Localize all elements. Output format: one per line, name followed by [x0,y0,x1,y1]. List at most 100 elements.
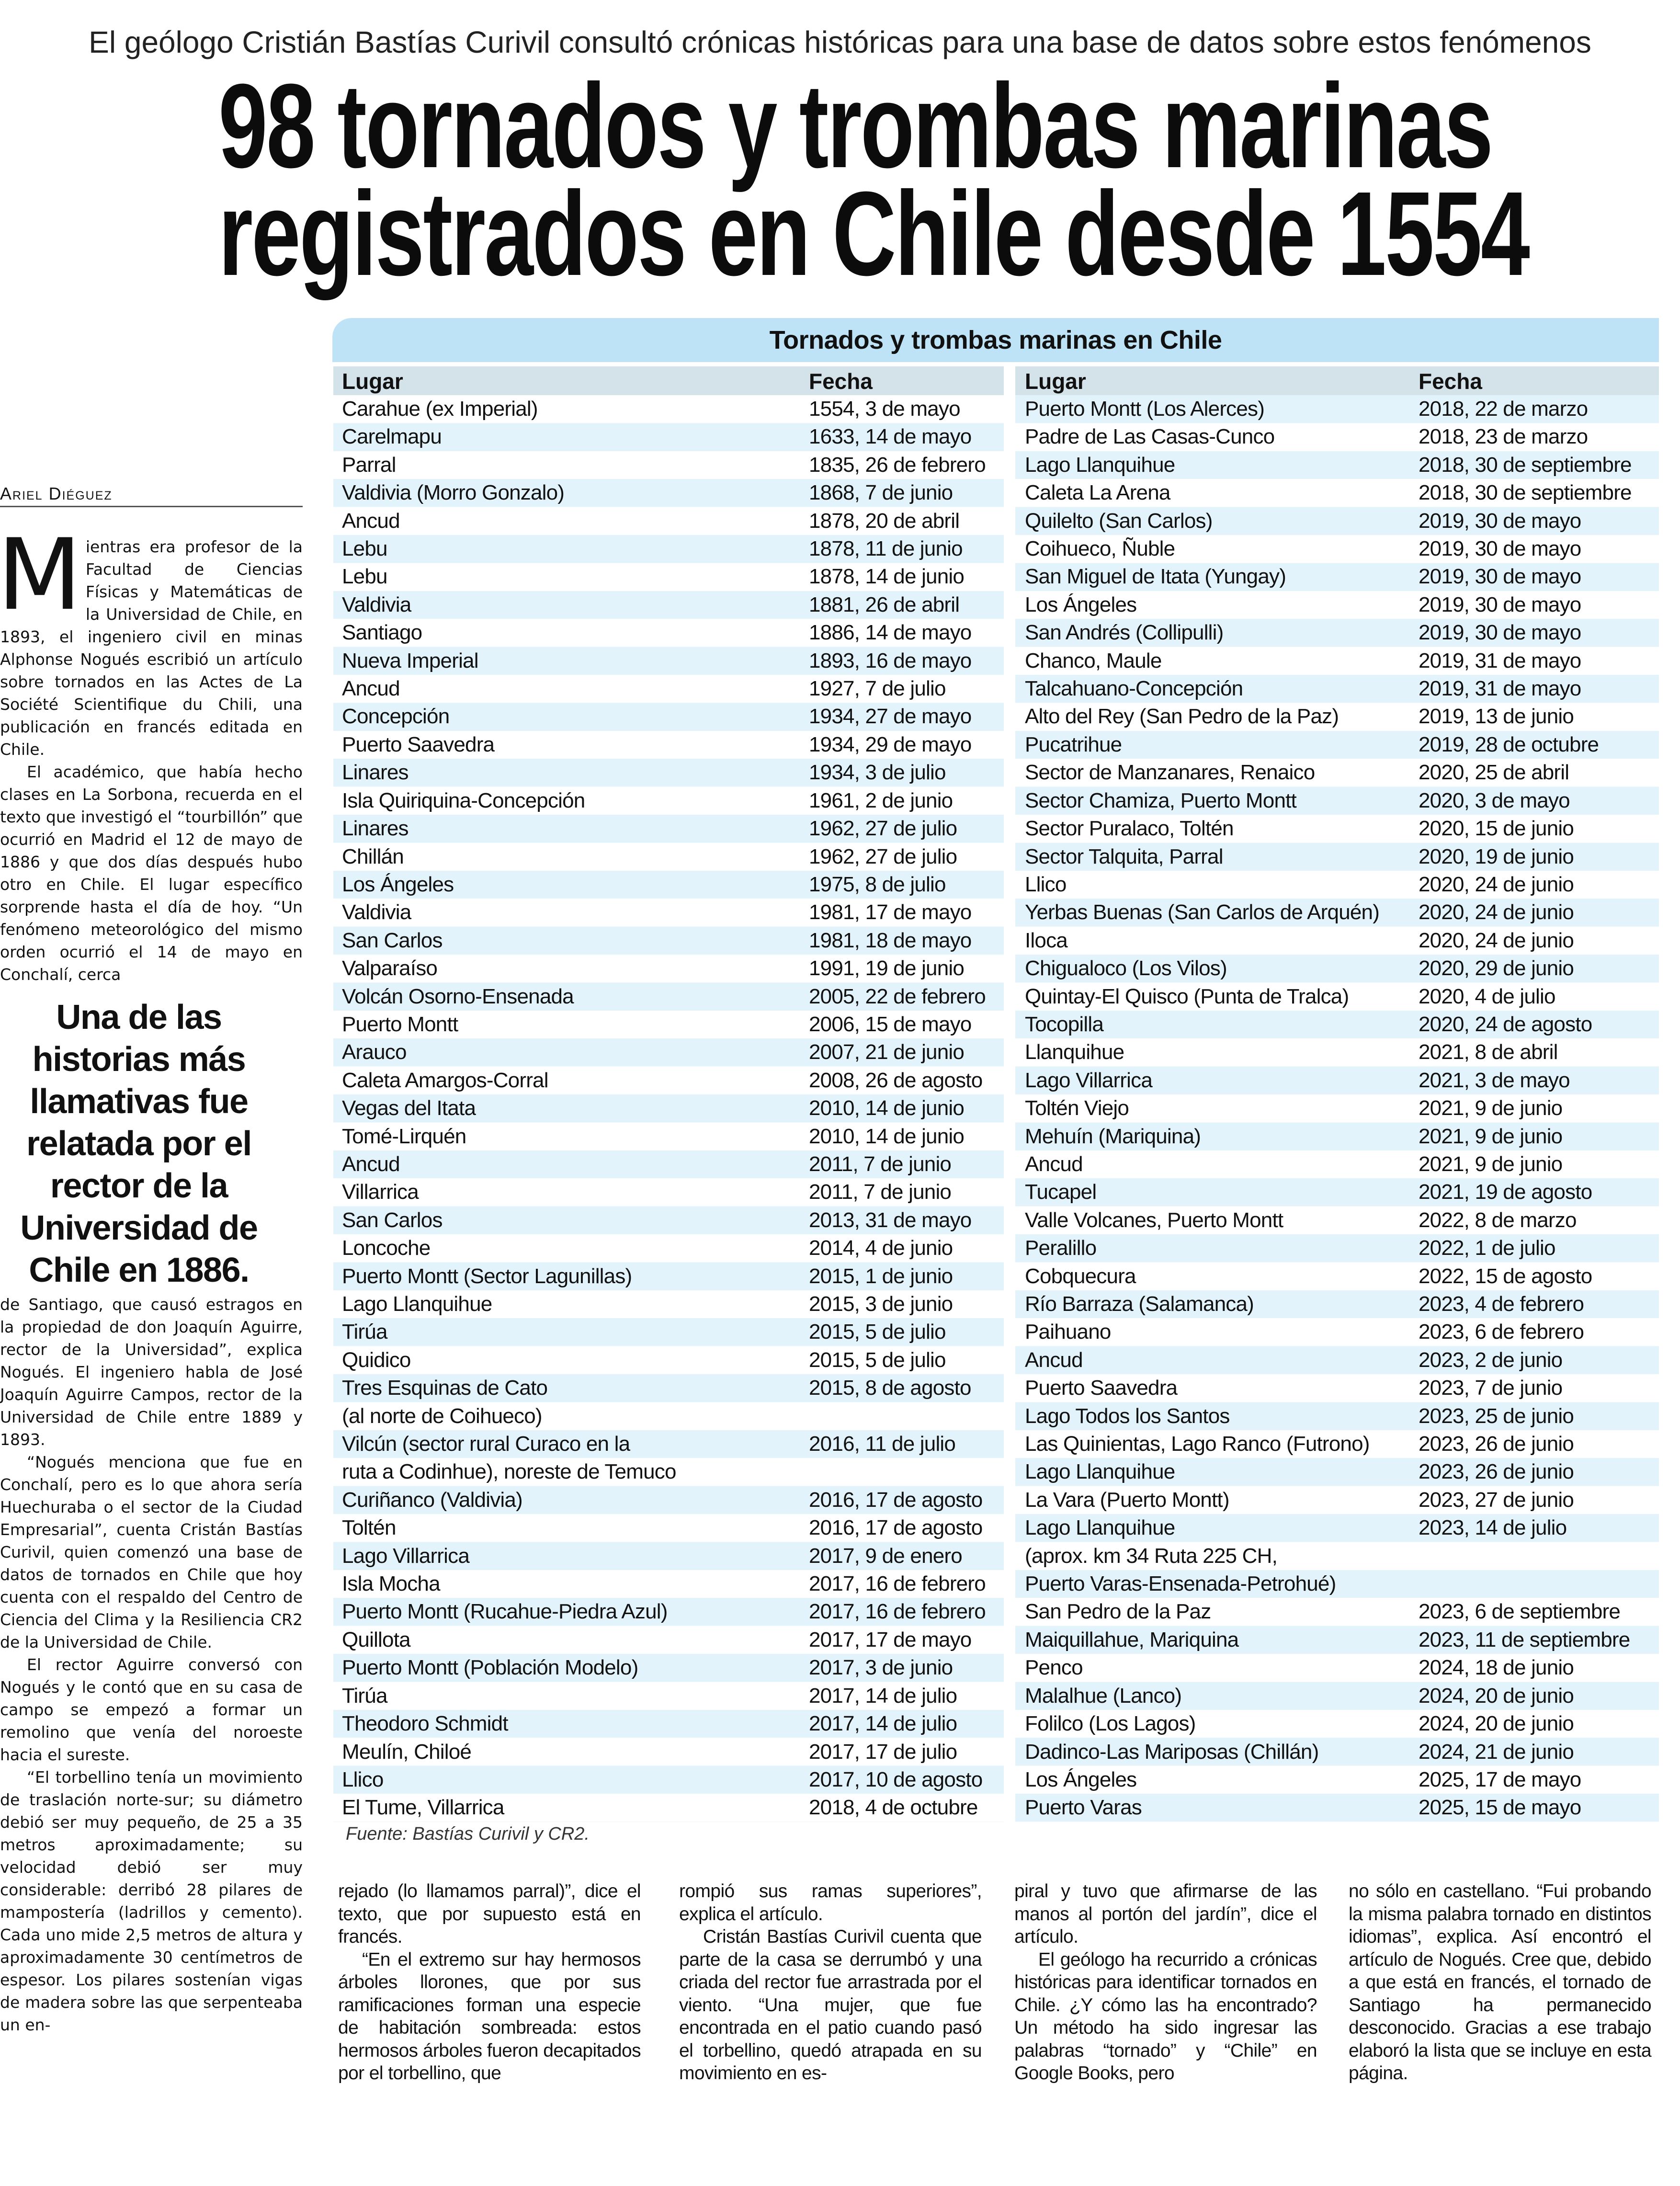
cell-fecha: 2019, 30 de mayo [1419,537,1581,561]
cell-lugar-line: Ancud [1025,1348,1083,1372]
cell-lugar-line: Río Barraza (Salamanca) [1025,1292,1254,1316]
cell-fecha: 2017, 3 de junio [809,1656,953,1680]
cell-lugar: Coihueco, Ñuble [1015,535,1419,563]
cell-fecha: 2010, 14 de junio [809,1124,965,1148]
cell-fecha: 2020, 25 de abril [1419,761,1569,785]
table-row: Quidico 2015, 5 de julio [333,1346,1004,1374]
cell-lugar-line: Volcán Osorno-Ensenada [342,984,574,1008]
table-row: Parral 1835, 26 de febrero [333,451,1004,479]
cell-lugar: Tocopilla [1015,1011,1419,1038]
cell-fecha: 2023, 6 de febrero [1419,1320,1584,1344]
cell-lugar: Theodoro Schmidt [333,1710,809,1738]
cell-lugar: Cobquecura [1015,1263,1419,1290]
table-row: Valdivia 1981, 17 de mayo [333,899,1004,926]
cell-lugar: Tucapel [1015,1178,1419,1206]
table-row: San Pedro de la Paz 2023, 6 de septiembre [1015,1598,1659,1626]
cell-fecha: 2018, 30 de septiembre [1419,481,1632,505]
cell-lugar-line: Isla Quiriquina-Concepción [342,788,585,812]
cell-fecha: 2023, 6 de septiembre [1419,1600,1621,1624]
cell-lugar: Lago Llanquihue [1015,451,1419,479]
table-row: Los Ángeles 1975, 8 de julio [333,871,1004,899]
cell-fecha: 2019, 30 de mayo [1419,565,1581,589]
cell-fecha: 2015, 8 de agosto [809,1376,972,1400]
paragraph: El geólogo ha recurrido a crónicas histó… [1014,1949,1317,2084]
table-header: Lugar Fecha [1015,366,1659,395]
cell-fecha: 2025, 17 de mayo [1419,1767,1581,1791]
cell-lugar: Quidico [333,1346,809,1374]
table-row: Tucapel 2021, 19 de agosto [1015,1178,1659,1206]
cell-lugar-line: Sector Talquita, Parral [1025,844,1223,868]
cell-lugar-line: Caleta Amargos-Corral [342,1068,549,1092]
header-fecha: Fecha [809,369,873,394]
cell-lugar: Concepción [333,703,809,730]
cell-lugar: Tirúa [333,1318,809,1346]
cell-lugar-line: Tirúa [342,1320,387,1344]
cell-fecha: 2008, 26 de agosto [809,1068,983,1092]
table-row: Meulín, Chiloé 2017, 17 de julio [333,1738,1004,1766]
cell-lugar-line: Valdivia (Morro Gonzalo) [342,481,565,505]
cell-fecha: 2007, 21 de junio [809,1040,965,1064]
table-row: Coihueco, Ñuble 2019, 30 de mayo [1015,535,1659,563]
paragraph: rompió sus ramas superiores”, explica el… [679,1881,982,1924]
cell-lugar-line: Vilcún (sector rural Curaco en la [342,1432,630,1456]
cell-lugar-line: Ancud [342,677,400,701]
table-row: San Andrés (Collipulli) 2019, 30 de mayo [1015,619,1659,647]
cell-lugar-line: Isla Mocha [342,1572,441,1596]
header-lugar: Lugar [1025,369,1086,394]
table-row: Valparaíso 1991, 19 de junio [333,955,1004,982]
cell-lugar-line: Curiñanco (Valdivia) [342,1488,523,1512]
cell-lugar: Santiago [333,619,809,647]
table-row: La Vara (Puerto Montt) 2023, 27 de junio [1015,1486,1659,1514]
table-row: Puerto Montt (Los Alerces) 2018, 22 de ma… [1015,395,1659,423]
cell-fecha: 2022, 8 de marzo [1419,1208,1577,1232]
cell-lugar: Valdivia [333,591,809,619]
cell-lugar: Lago Villarrica [333,1542,809,1570]
cell-fecha: 2020, 24 de junio [1419,872,1574,896]
table-row: Llico 2017, 10 de agosto [333,1766,1004,1794]
table-row: Valdivia (Morro Gonzalo) 1868, 7 de junio [333,479,1004,507]
cell-lugar-line: Los Ángeles [1025,592,1137,616]
cell-fecha: 1878, 14 de junio [809,565,965,589]
cell-lugar: Valdivia [333,899,809,926]
subtitle: El geólogo Cristián Bastías Curivil cons… [89,25,1591,59]
cell-fecha: 1934, 29 de mayo [809,732,972,756]
cell-lugar-line: Lebu [342,565,387,589]
cell-lugar: Los Ángeles [1015,1766,1419,1794]
drop-cap: M [0,518,82,632]
cell-lugar: Loncoche [333,1234,809,1262]
table-row: El Tume, Villarrica 2018, 4 de octubre [333,1794,1004,1822]
cell-fecha: 2023, 2 de junio [1419,1348,1563,1372]
table-row: Curiñanco (Valdivia) 2016, 17 de agosto [333,1486,1004,1514]
header-fecha: Fecha [1419,369,1482,394]
cell-lugar: Quillota [333,1626,809,1654]
table-row: Padre de Las Casas-Cunco 2018, 23 de marz… [1015,423,1659,451]
cell-lugar-line: Lago Llanquihue [1025,453,1175,477]
cell-lugar: Vilcún (sector rural Curaco en la ruta a … [333,1430,809,1486]
article-left-part-2: de Santiago, que causó estragos en la pr… [0,1293,303,2036]
cell-lugar-line: Sector Puralaco, Toltén [1025,817,1234,841]
table-row: Tocopilla 2020, 24 de agosto [1015,1011,1659,1038]
cell-lugar: Isla Quiriquina-Concepción [333,787,809,815]
cell-lugar-line: Toltén Viejo [1025,1096,1129,1120]
cell-fecha: 1962, 27 de julio [809,844,957,868]
paragraph: El académico, que había hecho clases en … [0,763,303,984]
cell-lugar: Valle Volcanes, Puerto Montt [1015,1207,1419,1234]
cell-lugar: Lebu [333,535,809,563]
table-row: Yerbas Buenas (San Carlos de Arquén) 2020… [1015,899,1659,926]
cell-fecha: 2018, 30 de septiembre [1419,453,1632,477]
cell-fecha: 2023, 14 de julio [1419,1516,1567,1540]
cell-lugar: Caleta Amargos-Corral [333,1067,809,1094]
table-row: Vilcún (sector rural Curaco en la ruta a … [333,1430,1004,1486]
cell-lugar: Chillán [333,843,809,871]
cell-fecha: 1975, 8 de julio [809,872,946,896]
cell-lugar: Quintay-El Quisco (Punta de Tralca) [1015,983,1419,1011]
cell-fecha: 2017, 10 de agosto [809,1767,983,1791]
paragraph: “En el extremo sur hay hermosos árboles … [338,1949,641,2084]
table-row: Toltén 2016, 17 de agosto [333,1514,1004,1542]
cell-lugar-line: Puerto Montt (Población Modelo) [342,1656,638,1680]
cell-fecha: 2023, 27 de junio [1419,1488,1574,1512]
cell-lugar-line: Quilelto (San Carlos) [1025,509,1213,533]
table-row: Puerto Montt (Población Modelo) 2017, 3 d… [333,1654,1004,1682]
table-row: Lago Villarrica 2017, 9 de enero [333,1542,1004,1570]
cell-lugar: Lago Todos los Santos [1015,1402,1419,1430]
